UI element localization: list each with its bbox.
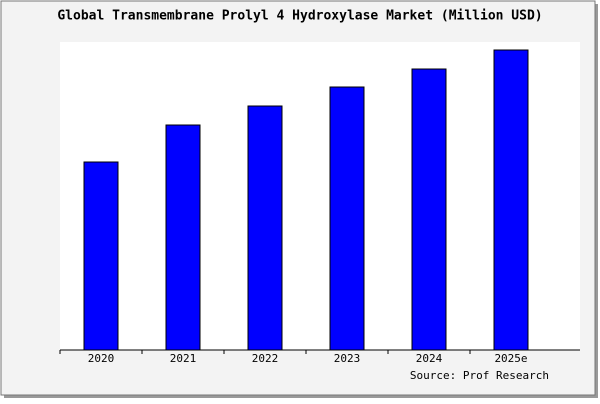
- bar: [329, 86, 365, 351]
- x-tick-label: 2024: [416, 352, 443, 365]
- bar: [165, 124, 201, 351]
- bar: [247, 105, 283, 351]
- chart-title: Global Transmembrane Prolyl 4 Hydroxylas…: [57, 9, 542, 24]
- x-tick-label: 2021: [170, 352, 197, 365]
- plot-area: [60, 42, 580, 350]
- x-tick-label: 2023: [334, 352, 361, 365]
- x-tick-label: 2022: [252, 352, 279, 365]
- bar: [83, 161, 119, 351]
- x-tick-label: 2025e: [494, 352, 527, 365]
- bar: [411, 68, 447, 351]
- x-tick-label: 2020: [88, 352, 115, 365]
- source-note: Source: Prof Research: [410, 369, 549, 382]
- bar: [493, 49, 529, 351]
